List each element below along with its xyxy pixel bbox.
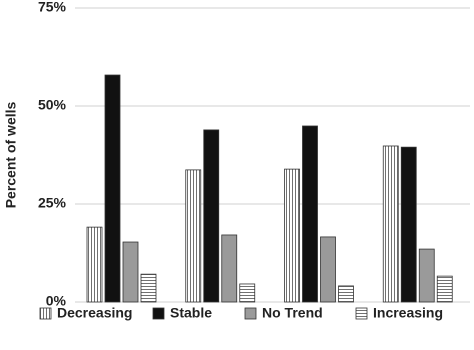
bar — [203, 129, 220, 303]
legend-label: No Trend — [262, 305, 323, 321]
y-tick-label: 75% — [38, 0, 67, 15]
legend-label: Increasing — [373, 305, 443, 321]
bar — [104, 74, 121, 303]
legend-swatch — [355, 307, 368, 320]
bar — [221, 234, 238, 303]
bar — [284, 168, 300, 303]
y-tick-label: 50% — [38, 97, 67, 113]
y-tick-label: 0% — [46, 293, 67, 309]
bar — [122, 241, 139, 303]
legend-swatch — [244, 307, 257, 320]
bar — [382, 145, 399, 303]
bar — [436, 275, 453, 303]
legend-label: Decreasing — [57, 305, 132, 321]
bar — [239, 283, 256, 303]
y-tick-label: 25% — [38, 195, 67, 211]
legend-label: Stable — [170, 305, 212, 321]
bar — [302, 125, 318, 303]
bar — [140, 273, 157, 303]
bar — [418, 248, 435, 303]
bar — [338, 285, 354, 303]
bar — [185, 169, 202, 303]
bar — [86, 226, 103, 303]
bar — [400, 146, 417, 303]
legend-swatch — [152, 307, 165, 320]
bar — [320, 236, 336, 303]
y-axis-label: Percent of wells — [3, 101, 19, 208]
legend-swatch — [39, 307, 52, 320]
